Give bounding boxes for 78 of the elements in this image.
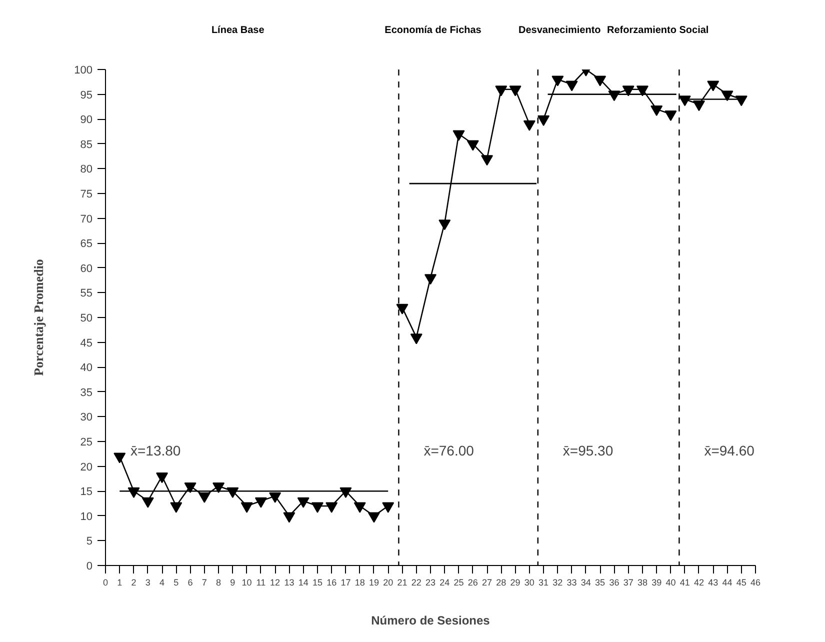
x-tick-label: 8 bbox=[216, 578, 222, 588]
x-tick-label: 15 bbox=[312, 578, 322, 588]
y-tick-label: 50 bbox=[80, 312, 93, 324]
x-tick-label: 21 bbox=[397, 578, 408, 588]
y-tick-label: 95 bbox=[80, 89, 93, 102]
x-tick-label: 35 bbox=[595, 578, 606, 588]
x-tick-label: 12 bbox=[270, 578, 280, 588]
x-tick-label: 3 bbox=[145, 578, 150, 588]
x-tick-label: 28 bbox=[496, 578, 506, 588]
y-tick-label: 90 bbox=[80, 114, 93, 126]
y-tick-label: 25 bbox=[80, 436, 93, 448]
y-tick-label: 35 bbox=[80, 386, 93, 399]
x-tick-label: 10 bbox=[242, 578, 252, 588]
y-tick-label: 80 bbox=[80, 164, 93, 176]
x-tick-label: 31 bbox=[538, 578, 549, 588]
x-tick-label: 20 bbox=[383, 578, 394, 588]
y-axis-title: Porcentaje Promedio bbox=[31, 259, 46, 376]
x-tick-label: 14 bbox=[298, 578, 308, 588]
x-tick-label: 45 bbox=[736, 578, 746, 588]
x-tick-label: 43 bbox=[708, 578, 718, 588]
x-tick-label: 41 bbox=[680, 578, 690, 588]
x-tick-label: 40 bbox=[666, 578, 676, 588]
text: Economía de Fichas bbox=[384, 25, 482, 36]
y-tick-label: 20 bbox=[80, 461, 93, 474]
y-tick-label: 70 bbox=[80, 213, 93, 226]
y-tick-label: 30 bbox=[80, 412, 93, 424]
annotation: x̄=94.60 bbox=[704, 442, 755, 458]
x-tick-label: 30 bbox=[524, 578, 534, 588]
x-tick-label: 9 bbox=[230, 578, 236, 588]
x-tick-label: 22 bbox=[411, 578, 422, 588]
x-tick-label: 34 bbox=[580, 578, 591, 588]
x-tick-label: 25 bbox=[454, 578, 464, 588]
x-tick-label: 7 bbox=[202, 578, 207, 588]
y-tick-label: 85 bbox=[80, 138, 93, 151]
y-tick-label: 15 bbox=[80, 486, 93, 498]
x-tick-label: 33 bbox=[566, 578, 577, 588]
x-tick-label: 19 bbox=[368, 578, 379, 588]
y-tick-label: 40 bbox=[80, 362, 93, 374]
x-axis-title: Número de Sesiones bbox=[371, 614, 490, 628]
text: Reforzamiento Social bbox=[607, 25, 709, 36]
y-tick-label: 5 bbox=[86, 536, 93, 548]
x-tick-label: 0 bbox=[102, 578, 108, 588]
x-tick-label: 29 bbox=[510, 578, 520, 588]
y-tick-label: 100 bbox=[74, 64, 93, 76]
x-tick-label: 11 bbox=[256, 578, 266, 588]
y-tick-label: 0 bbox=[86, 560, 93, 572]
x-tick-label: 37 bbox=[623, 578, 634, 588]
x-tick-label: 1 bbox=[117, 578, 122, 588]
x-tick-label: 23 bbox=[425, 578, 436, 588]
x-tick-label: 32 bbox=[552, 578, 563, 588]
y-tick-label: 65 bbox=[80, 238, 93, 250]
x-tick-label: 24 bbox=[440, 578, 450, 588]
y-tick-label: 75 bbox=[80, 188, 93, 200]
x-tick-label: 6 bbox=[188, 578, 193, 588]
y-tick-label: 45 bbox=[80, 337, 93, 350]
text: Desvanecimiento bbox=[518, 25, 601, 36]
x-tick-label: 38 bbox=[637, 578, 648, 588]
x-tick-label: 16 bbox=[326, 578, 337, 588]
x-tick-label: 17 bbox=[340, 578, 351, 588]
x-tick-label: 27 bbox=[482, 578, 492, 588]
annotation: x̄=76.00 bbox=[424, 442, 474, 458]
x-tick-label: 42 bbox=[694, 578, 704, 588]
annotation: x̄=13.80 bbox=[130, 442, 181, 458]
x-tick-label: 36 bbox=[609, 578, 620, 588]
x-tick-label: 46 bbox=[750, 578, 761, 588]
x-tick-label: 39 bbox=[652, 578, 662, 588]
x-tick-label: 13 bbox=[284, 578, 294, 588]
x-tick-label: 44 bbox=[722, 578, 732, 588]
y-tick-label: 60 bbox=[80, 262, 93, 275]
x-tick-label: 2 bbox=[131, 578, 136, 588]
x-tick-label: 18 bbox=[354, 578, 365, 588]
x-tick-label: 5 bbox=[174, 578, 179, 588]
x-tick-label: 4 bbox=[160, 578, 165, 588]
y-tick-label: 55 bbox=[80, 288, 93, 300]
text: Línea Base bbox=[211, 25, 265, 36]
y-tick-label: 10 bbox=[80, 510, 93, 523]
annotation: x̄=95.30 bbox=[562, 442, 614, 458]
x-tick-label: 26 bbox=[468, 578, 478, 588]
